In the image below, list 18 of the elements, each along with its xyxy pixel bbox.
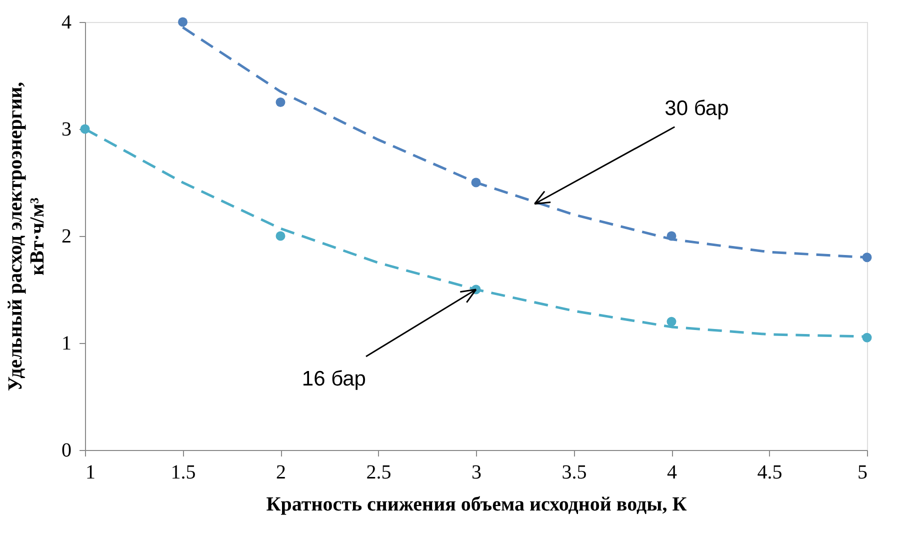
x-tick-label: 2 <box>276 462 286 484</box>
x-tick-label: 3 <box>472 462 482 484</box>
y-axis-title: Удельный расход электроэнергии, кВт·ч/м³ <box>4 82 48 392</box>
y-tick-label: 1 <box>62 332 72 354</box>
x-tick-label: 1.5 <box>170 462 196 484</box>
x-axis-title: Кратность снижения объема исходной воды, К <box>266 494 688 516</box>
y-tick-label: 0 <box>62 440 72 462</box>
annotation: 30 бар <box>664 96 729 120</box>
annotation: 16 бар <box>302 368 366 390</box>
x-tick-label: 3.5 <box>562 462 587 484</box>
y-tick-label: 4 <box>62 12 72 34</box>
y-tick-label: 3 <box>62 118 72 140</box>
x-tick-label: 5 <box>858 462 868 484</box>
x-tick-label: 4 <box>667 462 677 484</box>
y-tick-label: 2 <box>62 226 72 248</box>
x-tick-label: 1 <box>86 462 96 484</box>
x-tick-label: 4.5 <box>757 462 782 484</box>
x-tick-label: 2.5 <box>366 462 392 484</box>
